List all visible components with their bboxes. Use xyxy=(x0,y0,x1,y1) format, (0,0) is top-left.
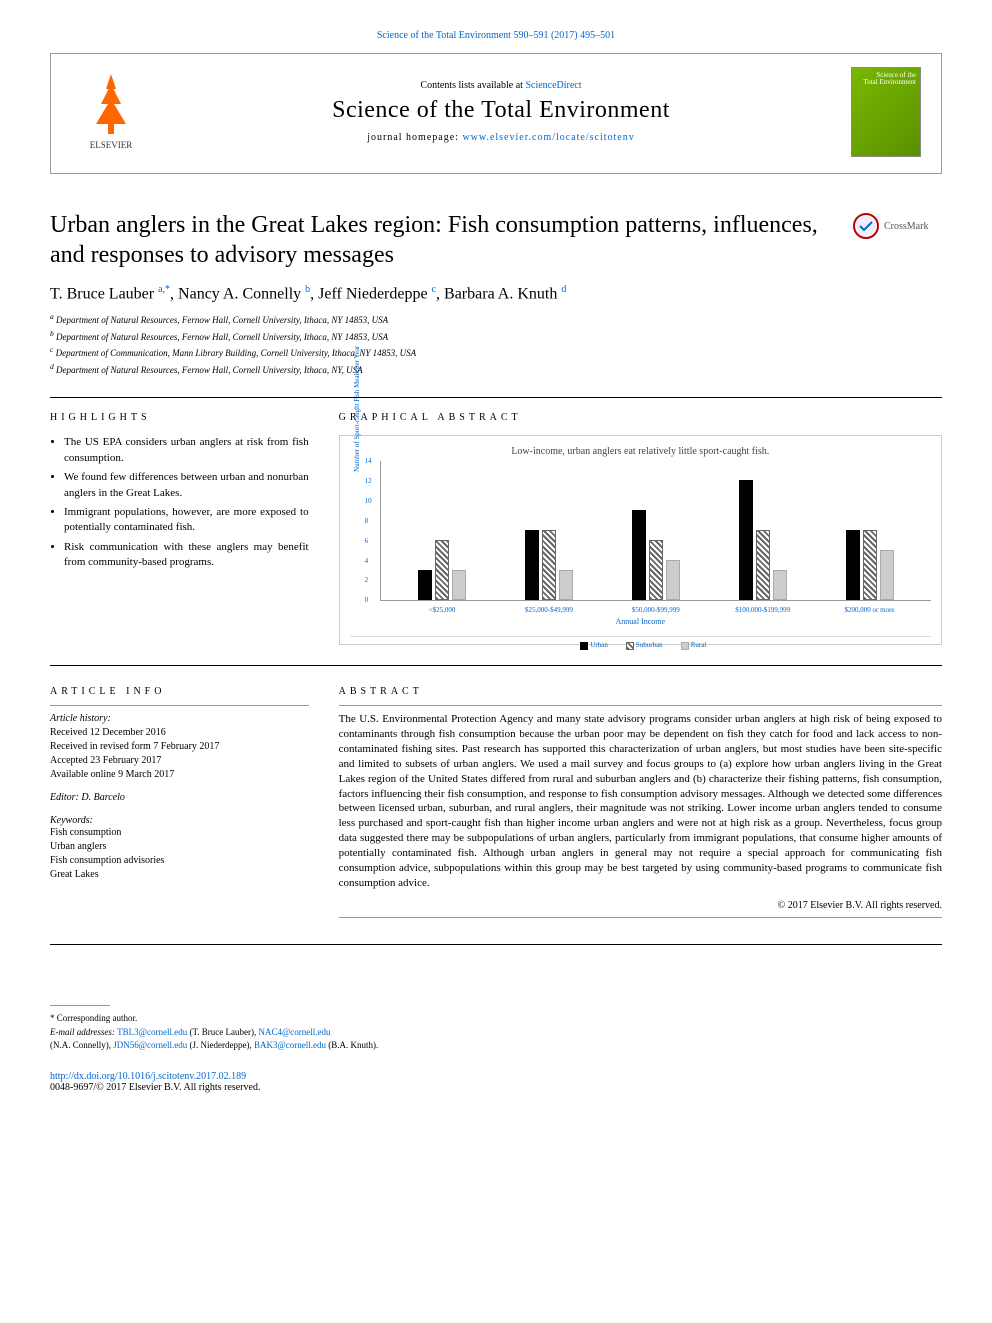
bar-group: $200,000 or more xyxy=(846,530,894,600)
author-affil-sup[interactable]: d xyxy=(561,284,566,295)
article-history: Article history: Received 12 December 20… xyxy=(50,712,309,782)
issn-copyright: 0048-9697/© 2017 Elsevier B.V. All right… xyxy=(50,1082,942,1093)
highlight-item: The US EPA considers urban anglers at ri… xyxy=(64,435,309,466)
chart-ylabel: Number of Sport-caught Fish Meals per Ye… xyxy=(353,346,361,472)
bar-rural xyxy=(880,550,894,600)
bar-rural xyxy=(666,560,680,600)
crossmark-icon xyxy=(852,212,880,240)
svg-text:ELSEVIER: ELSEVIER xyxy=(90,140,133,150)
chart-legend: UrbanSuburbanRural xyxy=(350,636,931,649)
bar-urban xyxy=(525,530,539,600)
abstract-heading: ABSTRACT xyxy=(339,686,942,697)
email-addresses-2: (N.A. Connelly), JDN56@cornell.edu (J. N… xyxy=(50,1039,942,1053)
bar-urban xyxy=(739,480,753,600)
sciencedirect-link[interactable]: ScienceDirect xyxy=(525,80,581,91)
bar-suburban xyxy=(756,530,770,600)
email-link[interactable]: TBL3@cornell.edu xyxy=(117,1027,187,1037)
email-link[interactable]: JDN56@cornell.edu xyxy=(113,1040,187,1050)
highlights-list: The US EPA considers urban anglers at ri… xyxy=(50,435,309,570)
article-title: Urban anglers in the Great Lakes region:… xyxy=(50,210,942,270)
bar-group: $50,000-$99,999 xyxy=(632,510,680,600)
bar-urban xyxy=(632,510,646,600)
graphical-heading: GRAPHICAL ABSTRACT xyxy=(339,412,942,423)
elsevier-logo: ELSEVIER xyxy=(71,64,151,159)
email-addresses: E-mail addresses: TBL3@cornell.edu (T. B… xyxy=(50,1026,942,1040)
bar-rural xyxy=(452,570,466,600)
bar-urban xyxy=(418,570,432,600)
abstract-copyright: © 2017 Elsevier B.V. All rights reserved… xyxy=(339,900,942,911)
bar-suburban xyxy=(863,530,877,600)
bar-group: $100,000-$199,999 xyxy=(739,480,787,600)
keywords-label: Keywords: xyxy=(50,815,309,826)
journal-name: Science of the Total Environment xyxy=(171,97,831,124)
bar-suburban xyxy=(542,530,556,600)
doi-link[interactable]: http://dx.doi.org/10.1016/j.scitotenv.20… xyxy=(50,1071,942,1082)
highlights-heading: HIGHLIGHTS xyxy=(50,412,309,423)
bar-rural xyxy=(559,570,573,600)
abstract-text: The U.S. Environmental Protection Agency… xyxy=(339,712,942,890)
graphical-abstract-chart: Low-income, urban anglers eat relatively… xyxy=(339,435,942,645)
bar-urban xyxy=(846,530,860,600)
highlight-item: Risk communication with these anglers ma… xyxy=(64,540,309,571)
header-citation[interactable]: Science of the Total Environment 590–591… xyxy=(50,30,942,41)
corresponding-author: * Corresponding author. xyxy=(50,1012,942,1026)
bar-group: <$25,000 xyxy=(418,540,466,600)
contents-line: Contents lists available at ScienceDirec… xyxy=(171,80,831,91)
article-info-heading: ARTICLE INFO xyxy=(50,686,309,697)
bar-suburban xyxy=(649,540,663,600)
journal-cover: Science of the Total Environment xyxy=(851,67,921,157)
bar-group: $25,000-$49,999 xyxy=(525,530,573,600)
keywords-list: Fish consumptionUrban anglersFish consum… xyxy=(50,826,309,882)
bar-rural xyxy=(773,570,787,600)
chart-xlabel: Annual Income xyxy=(350,617,931,626)
email-link[interactable]: NAC4@cornell.edu xyxy=(259,1027,331,1037)
editor-line: Editor: D. Barcelo xyxy=(50,792,309,803)
email-link[interactable]: BAK3@cornell.edu xyxy=(254,1040,326,1050)
homepage-link[interactable]: www.elsevier.com/locate/scitotenv xyxy=(462,132,634,143)
highlight-item: We found few differences between urban a… xyxy=(64,470,309,501)
journal-homepage: journal homepage: www.elsevier.com/locat… xyxy=(171,132,831,143)
author-list: T. Bruce Lauber a,*, Nancy A. Connelly b… xyxy=(50,284,942,303)
chart-title: Low-income, urban anglers eat relatively… xyxy=(350,446,931,457)
affiliations: a Department of Natural Resources, Ferno… xyxy=(50,311,942,377)
bar-suburban xyxy=(435,540,449,600)
header-box: ELSEVIER Contents lists available at Sci… xyxy=(50,53,942,174)
highlight-item: Immigrant populations, however, are more… xyxy=(64,505,309,536)
author-affil-sup[interactable]: a,* xyxy=(158,284,170,295)
crossmark-badge[interactable]: CrossMark xyxy=(852,210,942,242)
